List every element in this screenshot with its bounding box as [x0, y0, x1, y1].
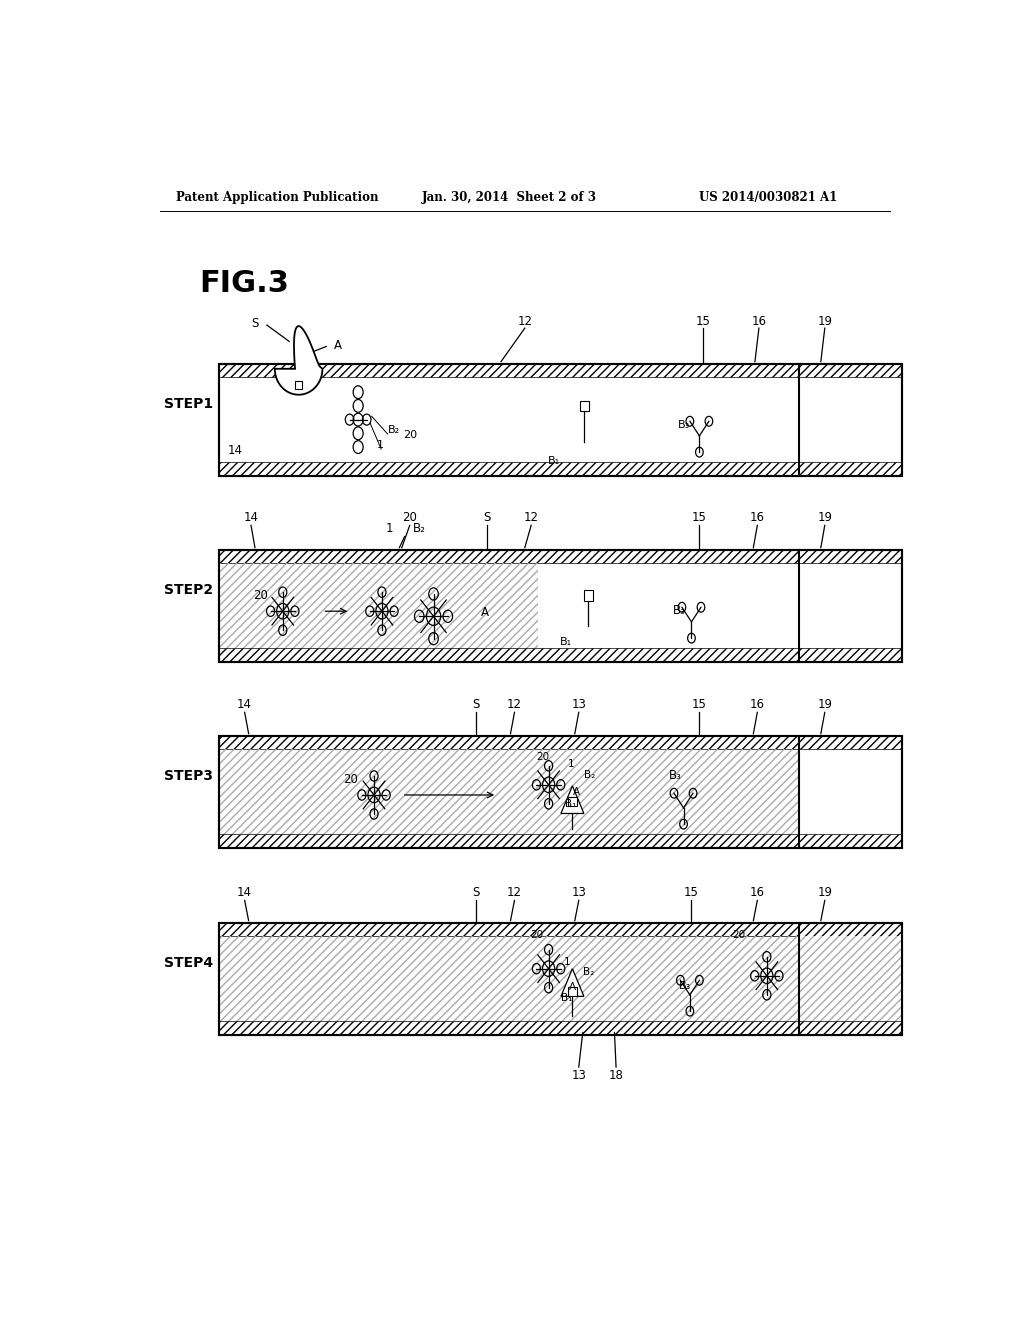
Text: A: A [334, 339, 342, 352]
Text: S: S [483, 511, 490, 524]
Text: B₂: B₂ [583, 966, 594, 977]
Text: 19: 19 [817, 511, 833, 524]
Text: 14: 14 [227, 444, 243, 457]
Bar [219, 364, 902, 475]
Bar [219, 923, 902, 1035]
Bar [567, 987, 578, 995]
Text: 14: 14 [238, 886, 252, 899]
Polygon shape [561, 969, 584, 997]
Text: 1: 1 [377, 440, 384, 450]
Text: 16: 16 [750, 511, 765, 524]
Bar [219, 735, 902, 847]
Text: 19: 19 [817, 314, 833, 327]
Text: 20: 20 [732, 929, 745, 940]
Text: B₃: B₃ [679, 981, 691, 991]
Text: 12: 12 [507, 698, 522, 710]
Text: B₁: B₁ [560, 638, 572, 647]
Text: A: A [572, 787, 580, 796]
Text: 14: 14 [238, 698, 252, 710]
Bar [219, 748, 799, 834]
Text: 20: 20 [402, 430, 417, 440]
Bar [567, 797, 578, 805]
Text: STEP3: STEP3 [164, 770, 213, 783]
Bar [584, 590, 593, 601]
Text: B₃: B₃ [673, 605, 686, 618]
Text: B₁: B₁ [548, 457, 560, 466]
Text: B₁: B₁ [561, 993, 572, 1003]
Text: 15: 15 [684, 886, 699, 899]
Bar [219, 462, 902, 475]
Text: 20: 20 [537, 752, 550, 762]
Text: 19: 19 [817, 698, 833, 710]
Bar [219, 1022, 902, 1035]
Bar [219, 936, 902, 1022]
Bar [219, 549, 902, 562]
Text: US 2014/0030821 A1: US 2014/0030821 A1 [699, 190, 838, 203]
Bar [219, 834, 902, 847]
Text: 16: 16 [752, 314, 766, 327]
Bar [799, 936, 902, 1022]
Text: 1: 1 [563, 957, 570, 968]
Text: 16: 16 [750, 698, 765, 710]
Polygon shape [561, 785, 584, 813]
Text: 20: 20 [402, 511, 417, 524]
Text: 14: 14 [244, 511, 258, 524]
Text: B₂: B₂ [388, 425, 400, 434]
Text: 20: 20 [343, 774, 357, 787]
Text: 13: 13 [571, 698, 586, 710]
Text: 16: 16 [750, 886, 765, 899]
Bar [219, 549, 902, 661]
Text: 1: 1 [386, 521, 393, 535]
Text: B₂: B₂ [585, 771, 596, 780]
Text: 13: 13 [571, 886, 586, 899]
Text: B₂: B₂ [413, 521, 426, 535]
Text: Patent Application Publication: Patent Application Publication [176, 190, 378, 203]
Bar [219, 549, 902, 661]
Text: 12: 12 [517, 314, 532, 327]
Text: STEP1: STEP1 [164, 397, 213, 412]
Text: B₃: B₃ [678, 420, 689, 430]
Bar [296, 381, 302, 389]
Text: S: S [251, 317, 259, 330]
Bar [219, 923, 902, 936]
Text: Jan. 30, 2014  Sheet 2 of 3: Jan. 30, 2014 Sheet 2 of 3 [422, 190, 597, 203]
Text: 1: 1 [567, 759, 574, 770]
Text: FIG.3: FIG.3 [200, 269, 290, 298]
Text: A: A [569, 982, 575, 991]
Bar [219, 562, 538, 648]
Bar [219, 735, 902, 748]
Text: B₁: B₁ [565, 799, 577, 809]
Bar [219, 364, 902, 475]
Text: 20: 20 [530, 929, 544, 940]
Text: 13: 13 [571, 1069, 586, 1081]
Text: 19: 19 [817, 886, 833, 899]
Bar [799, 936, 902, 1022]
Text: 12: 12 [523, 511, 539, 524]
Text: 15: 15 [692, 698, 707, 710]
Text: 18: 18 [608, 1069, 624, 1081]
Text: 20: 20 [253, 590, 268, 602]
Text: B₃: B₃ [669, 768, 682, 781]
Bar [219, 923, 902, 1035]
Text: 15: 15 [696, 314, 711, 327]
Bar [219, 364, 902, 378]
Text: 15: 15 [692, 511, 707, 524]
Bar [580, 401, 589, 412]
Bar [219, 735, 902, 847]
Text: S: S [472, 698, 479, 710]
Text: 12: 12 [507, 886, 522, 899]
Bar [219, 648, 902, 661]
Text: A: A [481, 606, 489, 619]
Text: STEP2: STEP2 [164, 583, 213, 598]
Text: S: S [472, 886, 479, 899]
Polygon shape [274, 326, 323, 395]
Text: STEP4: STEP4 [164, 957, 213, 970]
